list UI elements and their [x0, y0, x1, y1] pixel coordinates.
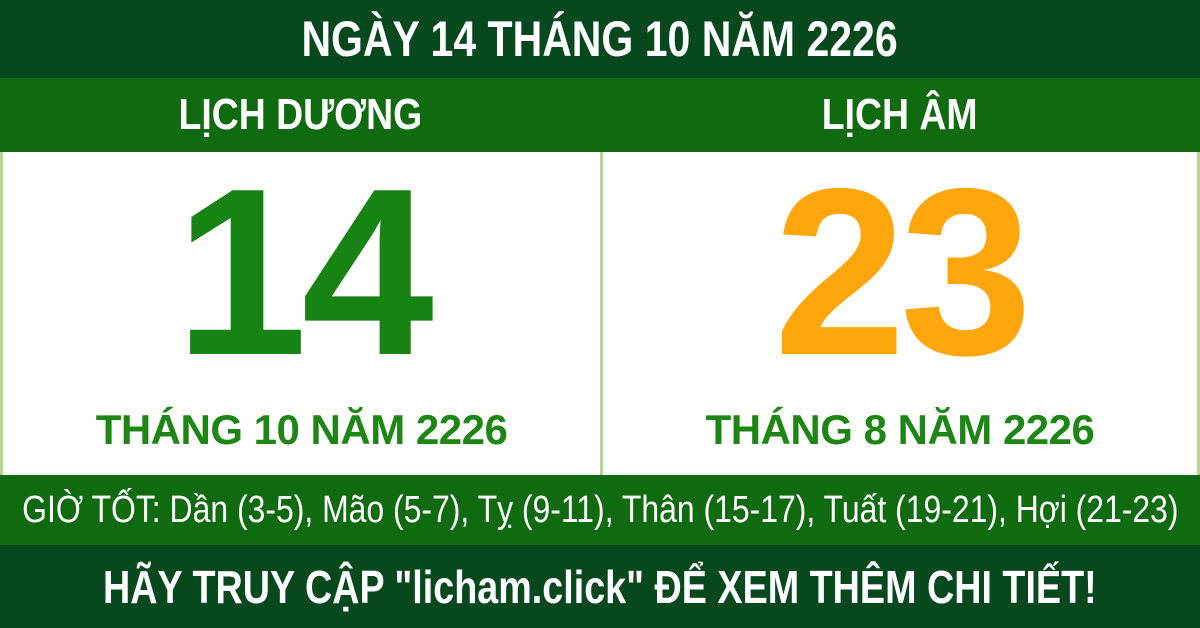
solar-month-year-label: THÁNG 10 NĂM 2226: [95, 406, 508, 453]
solar-calendar-label: LỊCH DƯƠNG: [178, 90, 422, 139]
calendar-type-header-row: LỊCH DƯƠNG LỊCH ÂM: [0, 78, 1200, 152]
good-hours-text: GIỜ TỐT: Dần (3-5), Mão (5-7), Tỵ (9-11)…: [21, 488, 1179, 531]
footer-cta-bar: HÃY TRUY CẬP "licham.click" ĐỂ XEM THÊM …: [0, 545, 1200, 628]
lunar-month-year-label: THÁNG 8 NĂM 2226: [705, 406, 1095, 453]
good-hours-bar: GIỜ TỐT: Dần (3-5), Mão (5-7), Tỵ (9-11)…: [0, 475, 1200, 545]
calendar-body: 14 THÁNG 10 NĂM 2226 23 THÁNG 8 NĂM 2226: [0, 152, 1200, 475]
lunar-calendar-label: LỊCH ÂM: [822, 90, 978, 139]
solar-day-number: 14: [175, 140, 434, 405]
solar-calendar-panel: 14 THÁNG 10 NĂM 2226: [3, 152, 600, 475]
date-title-bar: NGÀY 14 THÁNG 10 NĂM 2226: [0, 0, 1200, 78]
date-title: NGÀY 14 THÁNG 10 NĂM 2226: [301, 11, 899, 67]
lunar-calendar-header: LỊCH ÂM: [600, 78, 1200, 152]
lunar-calendar-panel: 23 THÁNG 8 NĂM 2226: [600, 152, 1197, 475]
footer-cta-text: HÃY TRUY CẬP "licham.click" ĐỂ XEM THÊM …: [103, 560, 1097, 613]
solar-calendar-header: LỊCH DƯƠNG: [0, 78, 600, 152]
lunar-day-number: 23: [773, 140, 1033, 405]
